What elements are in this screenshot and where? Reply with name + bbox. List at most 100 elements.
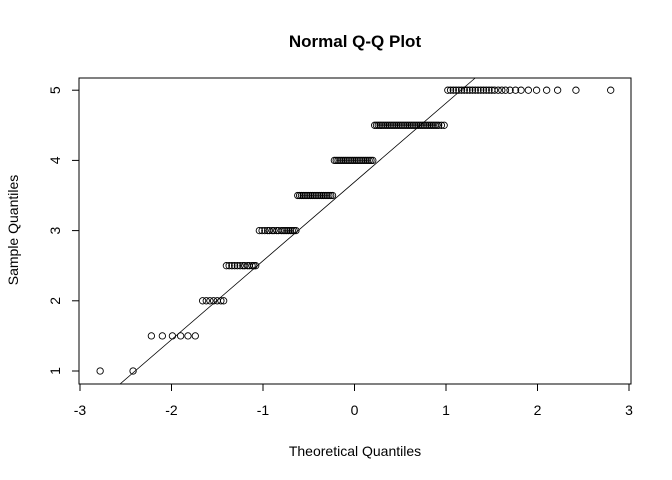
data-point [292, 226, 300, 235]
data-point [306, 191, 315, 200]
data-point [176, 332, 185, 340]
data-point [222, 262, 231, 270]
data-point [297, 191, 306, 200]
data-point [327, 191, 335, 200]
data-point [314, 191, 322, 200]
data-point [468, 86, 477, 94]
data-point [407, 121, 415, 129]
data-point [424, 121, 432, 129]
data-point [213, 297, 221, 305]
data-point [420, 121, 428, 129]
data-point [303, 191, 311, 200]
data-point [425, 121, 434, 129]
data-point [283, 226, 291, 235]
data-point [433, 121, 441, 129]
data-point [191, 332, 199, 340]
y-axis: 1 2 3 4 5 [47, 86, 80, 375]
data-point [457, 86, 466, 94]
data-point [455, 86, 463, 94]
data-point [427, 121, 436, 129]
data-point [471, 86, 479, 94]
data-point [422, 121, 430, 129]
data-point [277, 226, 285, 235]
data-point [446, 86, 455, 94]
data-point [168, 332, 177, 340]
data-point [385, 121, 393, 129]
data-point [248, 262, 256, 270]
y-tick-label: 1 [47, 367, 63, 375]
data-point [328, 191, 337, 200]
data-point [389, 121, 397, 129]
data-point [158, 332, 167, 340]
data-point [356, 156, 364, 165]
data-point [255, 226, 263, 235]
data-point [347, 156, 355, 165]
y-tick-label: 3 [47, 226, 63, 234]
data-point [270, 226, 278, 235]
data-point [233, 262, 242, 270]
data-point [350, 156, 359, 165]
data-point [206, 297, 214, 305]
data-point [405, 121, 414, 129]
data-point [363, 156, 371, 165]
data-point [334, 156, 342, 165]
data-point [553, 86, 562, 94]
data-point [339, 156, 348, 165]
x-tick-label: -3 [74, 402, 87, 418]
data-point [414, 121, 423, 129]
data-point [387, 121, 395, 129]
data-point [310, 191, 318, 200]
data-point [429, 121, 437, 129]
data-point [301, 191, 309, 200]
data-point [341, 156, 349, 165]
x-tick-label: -1 [257, 402, 270, 418]
data-point [466, 86, 474, 94]
data-point [323, 191, 331, 200]
data-point [308, 191, 317, 200]
data-point [345, 156, 353, 165]
data-point [524, 86, 532, 94]
x-tick-label: 1 [442, 402, 450, 418]
data-point [402, 121, 410, 129]
y-axis-label: Sample Quantiles [5, 175, 21, 286]
plot-frame [78, 77, 632, 385]
data-point [261, 226, 269, 235]
data-point [444, 86, 452, 94]
data-point [228, 262, 236, 270]
data-point [317, 191, 326, 200]
data-point [286, 226, 295, 235]
data-point [284, 226, 293, 235]
data-point [411, 121, 419, 129]
x-axis: -3 -2 -1 0 1 2 3 [74, 383, 633, 418]
data-point [96, 367, 104, 375]
data-point [378, 121, 386, 129]
x-tick-label: 3 [625, 402, 633, 418]
data-point [252, 262, 260, 270]
data-point [294, 191, 302, 200]
data-point [392, 121, 401, 129]
y-tick-label: 2 [47, 297, 63, 305]
x-tick-label: -2 [165, 402, 178, 418]
data-point [440, 121, 448, 129]
data-point [370, 121, 379, 129]
data-point [281, 226, 289, 235]
data-point [474, 86, 482, 94]
data-point [543, 86, 551, 94]
data-point [147, 332, 156, 340]
y-tick-label: 5 [47, 86, 63, 94]
data-point [338, 156, 346, 165]
data-point [494, 86, 502, 94]
data-point [343, 156, 351, 165]
data-point [352, 156, 360, 165]
data-point [359, 156, 368, 165]
data-point [517, 86, 525, 94]
data-point [358, 156, 366, 165]
data-point [460, 86, 468, 94]
data-point [305, 191, 313, 200]
data-points [96, 86, 615, 375]
data-point [477, 86, 485, 94]
data-point [321, 191, 329, 200]
data-point [398, 121, 406, 129]
data-point [241, 262, 249, 270]
